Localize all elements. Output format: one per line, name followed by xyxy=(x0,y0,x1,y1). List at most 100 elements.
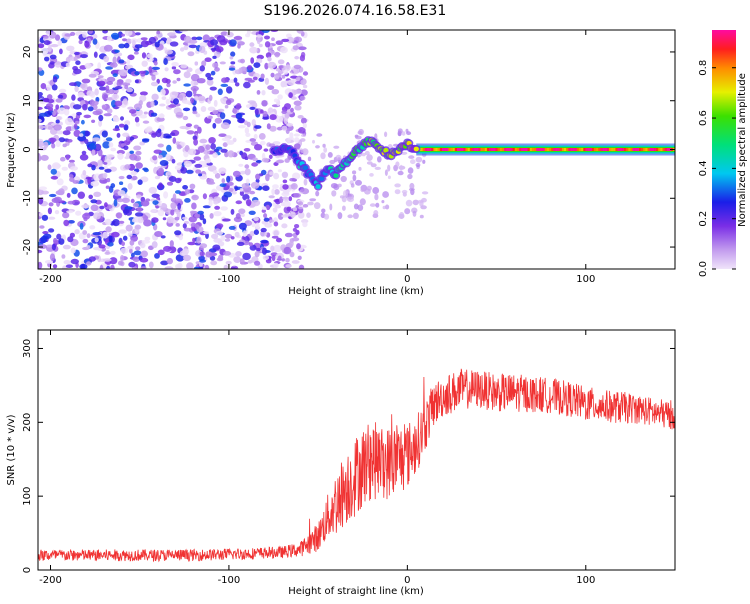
spectrogram-noise-cell xyxy=(289,240,294,247)
spectrogram-noise-cell xyxy=(58,238,65,245)
spectrogram-noise-cell xyxy=(211,192,220,197)
spectrogram-noise-cell xyxy=(80,54,88,59)
spectrogram-noise-cell xyxy=(166,82,171,88)
spectrogram-noise-cell xyxy=(180,64,188,69)
spectrogram-noise-cell xyxy=(288,92,293,99)
spectrogram-noise-cell xyxy=(299,95,306,101)
spectrogram-noise-cell xyxy=(148,36,157,45)
spectrogram-noise-cell xyxy=(193,138,199,146)
signal-track-cell xyxy=(482,148,485,151)
spectrogram-noise-cell xyxy=(272,207,278,213)
spectrogram-noise-cell xyxy=(248,242,254,247)
spectrogram-noise-cell xyxy=(246,121,251,128)
spectrogram-noise-cell xyxy=(281,223,288,229)
spectrogram-noise-cell xyxy=(144,236,151,241)
signal-track-cell xyxy=(643,148,646,151)
spectrogram-noise-cell xyxy=(110,183,116,189)
spectrogram-noise-cell xyxy=(97,149,103,157)
spectrogram-noise-cell xyxy=(255,222,260,229)
spectrogram-noise-cell xyxy=(97,75,104,79)
y-tick-label: -20 xyxy=(22,239,33,255)
spectrogram-noise-cell xyxy=(408,155,415,159)
spectrogram-noise-cell xyxy=(249,138,257,142)
spectrogram-noise-cell xyxy=(307,201,314,206)
colorbar-tick-label: 0.4 xyxy=(698,160,709,176)
signal-track-cell xyxy=(510,148,513,151)
spectrogram-noise-cell xyxy=(421,191,429,195)
spectrogram-noise-cell xyxy=(359,198,366,206)
spectrogram-noise-cell xyxy=(40,154,49,161)
spectrogram-noise-cell xyxy=(92,104,98,111)
spectrogram-noise-cell xyxy=(382,205,386,210)
spectrogram-noise-cell xyxy=(82,213,91,220)
spectrogram-noise-cell xyxy=(176,144,182,150)
signal-track-cell xyxy=(442,148,445,151)
spectrogram-noise-cell xyxy=(102,141,111,149)
spectrogram-noise-cell xyxy=(106,35,112,42)
signal-track-cell xyxy=(641,148,644,151)
spectrogram-noise-cell xyxy=(199,213,205,221)
spectrogram-noise-cell xyxy=(49,61,55,65)
spectrogram-noise-cell xyxy=(199,65,205,72)
spectrogram-noise-cell xyxy=(46,94,53,100)
spectrogram-noise-cell xyxy=(73,56,78,61)
spectrogram-noise-cell xyxy=(171,158,176,164)
spectrogram-noise-cell xyxy=(384,169,388,176)
spectrogram-noise-cell xyxy=(38,125,45,130)
spectrogram-noise-cell xyxy=(239,258,245,265)
signal-track-cell xyxy=(512,148,515,151)
signal-track-cell xyxy=(615,148,618,151)
spectrogram-noise-cell xyxy=(286,36,295,44)
spectrogram-noise-cell xyxy=(152,155,158,161)
spectrogram-noise-cell xyxy=(173,69,181,75)
spectrogram-noise-cell xyxy=(156,117,165,122)
spectrogram-noise-cell xyxy=(182,216,188,220)
spectrogram-noise-cell xyxy=(158,182,163,189)
spectrogram-noise-cell xyxy=(120,116,124,121)
spectrogram-noise-cell xyxy=(277,169,282,173)
spectrogram-noise-cell xyxy=(131,175,138,181)
signal-track-cell xyxy=(579,148,582,151)
spectrogram-noise-cell xyxy=(374,193,379,201)
spectrogram-noise-cell xyxy=(183,150,189,158)
spectrogram-noise-cell xyxy=(219,61,226,65)
signal-track-cell xyxy=(581,148,584,151)
spectrogram-noise-cell xyxy=(273,244,282,253)
spectrogram-noise-cell xyxy=(120,255,125,262)
spectrogram-noise-cell xyxy=(125,78,132,84)
spectrogram-noise-cell xyxy=(51,162,61,170)
spectrogram-noise-cell xyxy=(186,169,194,174)
spectrogram-noise-cell xyxy=(186,67,193,73)
spectrogram-noise-cell xyxy=(150,112,158,117)
spectrogram-noise-cell xyxy=(116,81,123,87)
spectrogram-noise-cell xyxy=(146,53,153,59)
spectrogram-noise-cell xyxy=(212,169,218,175)
spectrogram-noise-cell xyxy=(169,132,176,136)
spectrogram-noise-cell xyxy=(38,212,43,217)
spectrogram-noise-cell xyxy=(236,241,245,246)
spectrogram-noise-cell xyxy=(283,117,288,125)
spectrogram-noise-cell xyxy=(267,107,274,114)
spectrogram-noise-cell xyxy=(221,137,231,142)
spectrogram-noise-cell xyxy=(77,191,86,199)
spectrogram-noise-cell xyxy=(209,213,214,219)
signal-track-cell xyxy=(516,148,520,151)
spectrogram-noise-cell xyxy=(188,216,197,223)
spectrogram-noise-cell xyxy=(154,231,163,237)
spectrogram-y-axis-label: Frequency (Hz) xyxy=(6,112,17,188)
spectrogram-noise-cell xyxy=(112,128,120,132)
spectrogram-noise-cell xyxy=(47,126,53,130)
spectrogram-noise-cell xyxy=(91,100,99,106)
spectrogram-noise-cell xyxy=(123,145,129,151)
spectrogram-noise-cell xyxy=(124,164,131,170)
spectrogram-noise-cell xyxy=(208,94,213,101)
spectrogram-noise-cell xyxy=(102,231,109,239)
spectrogram-noise-cell xyxy=(273,162,279,166)
signal-track-cell xyxy=(658,148,661,151)
spectrogram-y-axis: -20 -10 0 10 20 xyxy=(22,46,675,255)
spectrogram-noise-cell xyxy=(282,184,289,190)
spectrogram-noise-cell xyxy=(180,47,185,52)
spectrogram-noise-cell xyxy=(298,264,305,269)
spectrogram-noise-cell xyxy=(168,104,177,108)
spectrogram-noise-cell xyxy=(191,202,197,210)
